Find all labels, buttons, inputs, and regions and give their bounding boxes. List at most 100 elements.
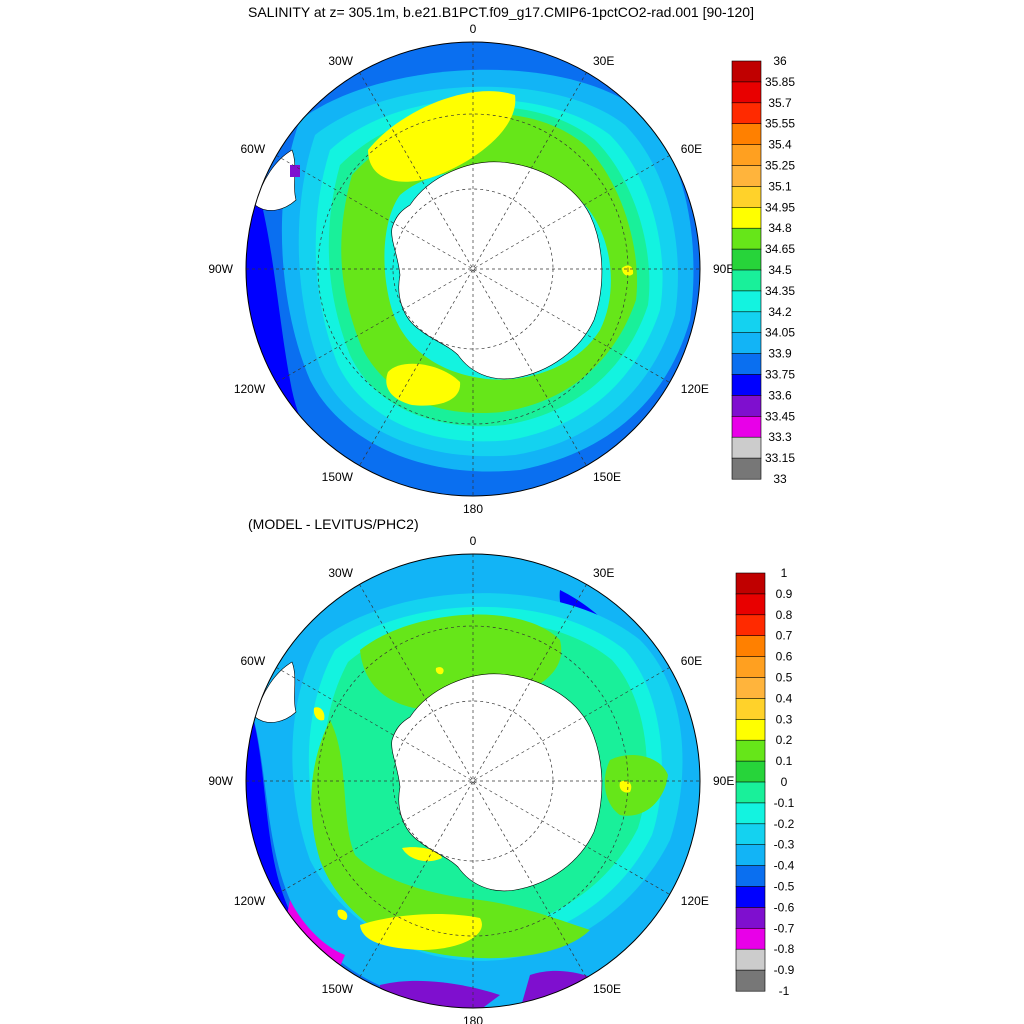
longitude-labels-difference: 0 30E 60E 90E 120E 150E 180 150W 120W 90W 60W 30W bbox=[208, 534, 734, 1024]
colorbar-label: 33.15 bbox=[765, 451, 795, 465]
colorbar-label: 33.45 bbox=[765, 409, 795, 423]
colorbar-swatch bbox=[735, 865, 766, 887]
colorbar-label: 33.3 bbox=[768, 430, 792, 444]
colorbar-label: 0.4 bbox=[776, 691, 793, 705]
difference-map bbox=[245, 553, 701, 1009]
colorbar-swatch bbox=[731, 436, 762, 459]
colorbar-swatch bbox=[731, 332, 762, 355]
longitude-label: 30E bbox=[593, 566, 614, 580]
longitude-label: 180 bbox=[463, 502, 483, 516]
colorbar-label: 33.9 bbox=[768, 347, 792, 361]
colorbar-label: 0.6 bbox=[776, 650, 793, 664]
colorbar-label: 34.5 bbox=[768, 263, 792, 277]
longitude-label: 120W bbox=[234, 382, 266, 396]
colorbar-swatch bbox=[731, 290, 762, 313]
colorbar-label: 36 bbox=[773, 54, 787, 68]
colorbar-label: -0.6 bbox=[774, 900, 795, 914]
longitude-label: 60W bbox=[241, 654, 266, 668]
colorbar-swatch bbox=[735, 698, 766, 720]
colorbar-swatch bbox=[731, 374, 762, 396]
longitude-label: 150E bbox=[593, 982, 621, 996]
colorbar-swatch bbox=[731, 186, 762, 208]
colorbar-label: 35.55 bbox=[765, 117, 795, 131]
colorbar-swatch bbox=[731, 207, 762, 229]
colorbar-label: 33.75 bbox=[765, 368, 795, 382]
colorbar-label: 0 bbox=[781, 775, 788, 789]
colorbar-swatch bbox=[735, 969, 766, 992]
colorbar-swatch bbox=[735, 760, 766, 783]
colorbar-swatch bbox=[731, 227, 762, 250]
colorbar-swatch bbox=[735, 948, 766, 971]
longitude-label: 0 bbox=[470, 534, 477, 548]
colorbar-label: 1 bbox=[781, 566, 788, 580]
longitude-label: 0 bbox=[470, 22, 477, 36]
colorbar-label: 35.4 bbox=[768, 138, 792, 152]
colorbar-swatch bbox=[735, 593, 766, 616]
colorbar-label: 0.8 bbox=[776, 608, 793, 622]
longitude-label: 90E bbox=[713, 262, 734, 276]
colorbar-label: -0.3 bbox=[774, 838, 795, 852]
colorbar-swatch bbox=[731, 353, 762, 376]
colorbar-swatch bbox=[735, 635, 766, 658]
colorbar-swatch bbox=[735, 802, 766, 825]
colorbar-swatch bbox=[735, 907, 766, 929]
colorbar-swatch bbox=[735, 718, 766, 741]
colorbar-label: 35.7 bbox=[768, 96, 792, 110]
colorbar-label: 0.2 bbox=[776, 733, 793, 747]
longitude-label: 30W bbox=[328, 566, 353, 580]
longitude-labels-salinity: 0 30E 60E 90E 120E 150E 180 150W 120W 90W 60W 30W bbox=[208, 22, 734, 516]
longitude-label: 90E bbox=[713, 774, 734, 788]
longitude-label: 120E bbox=[681, 894, 709, 908]
colorbar-label: -0.1 bbox=[774, 796, 795, 810]
colorbar-label: -0.4 bbox=[774, 859, 795, 873]
longitude-label: 90W bbox=[208, 774, 233, 788]
colorbar-swatch bbox=[731, 415, 762, 438]
longitude-label: 30E bbox=[593, 54, 614, 68]
longitude-label: 150W bbox=[322, 982, 354, 996]
longitude-label: 180 bbox=[463, 1014, 483, 1024]
colorbar-label: -0.2 bbox=[774, 817, 795, 831]
colorbar-salinity: 36 35.85 35.7 35.55 35.4 35.25 35.1 34.95 34.8 34… bbox=[731, 54, 795, 486]
colorbar-label: 34.95 bbox=[765, 200, 795, 214]
colorbar-swatch bbox=[731, 123, 762, 146]
map-title-difference: (MODEL - LEVITUS/PHC2) bbox=[248, 516, 419, 532]
colorbar-swatch bbox=[731, 311, 762, 334]
colorbar-label: 33.6 bbox=[768, 388, 792, 402]
colorbar-label: 0.9 bbox=[776, 587, 793, 601]
colorbar-swatch bbox=[731, 144, 762, 167]
colorbar-swatch bbox=[731, 102, 762, 125]
colorbar-label: -1 bbox=[779, 984, 790, 998]
longitude-label: 60W bbox=[241, 142, 266, 156]
colorbar-label: 35.25 bbox=[765, 159, 795, 173]
map-title-salinity: SALINITY at z= 305.1m, b.e21.B1PCT.f09_g… bbox=[248, 4, 754, 20]
colorbar-difference: 1 0.9 0.8 0.7 0.6 0.5 0.4 0.3 0.2 0.1 0 -0.1 -0.2 -0.… bbox=[735, 566, 795, 998]
longitude-label: 60E bbox=[681, 654, 702, 668]
colorbar-swatch bbox=[731, 81, 762, 104]
longitude-label: 120W bbox=[234, 894, 266, 908]
colorbar-label: 0.3 bbox=[776, 712, 793, 726]
colorbar-label: 34.35 bbox=[765, 284, 795, 298]
colorbar-swatch bbox=[735, 781, 766, 804]
colorbar-label: 34.65 bbox=[765, 242, 795, 256]
colorbar-label: -0.9 bbox=[774, 963, 795, 977]
colorbar-swatch bbox=[735, 677, 766, 699]
colorbar-swatch bbox=[731, 165, 762, 187]
colorbar-label: 34.05 bbox=[765, 326, 795, 340]
longitude-label: 150E bbox=[593, 470, 621, 484]
colorbar-label: 35.85 bbox=[765, 75, 795, 89]
colorbar-swatch bbox=[735, 823, 766, 846]
colorbar-swatch bbox=[731, 457, 762, 480]
colorbar-label: 0.7 bbox=[776, 629, 793, 643]
colorbar-label: 33 bbox=[773, 472, 787, 486]
colorbar-swatch bbox=[735, 572, 766, 595]
colorbar-label: 34.2 bbox=[768, 305, 792, 319]
colorbar-swatch bbox=[731, 248, 762, 271]
colorbar-label: 0.1 bbox=[776, 754, 793, 768]
colorbar-swatch bbox=[731, 269, 762, 292]
colorbar-swatch bbox=[735, 614, 766, 637]
longitude-label: 90W bbox=[208, 262, 233, 276]
longitude-label: 150W bbox=[322, 470, 354, 484]
colorbar-swatch bbox=[731, 60, 762, 83]
colorbar-label: 34.8 bbox=[768, 221, 792, 235]
